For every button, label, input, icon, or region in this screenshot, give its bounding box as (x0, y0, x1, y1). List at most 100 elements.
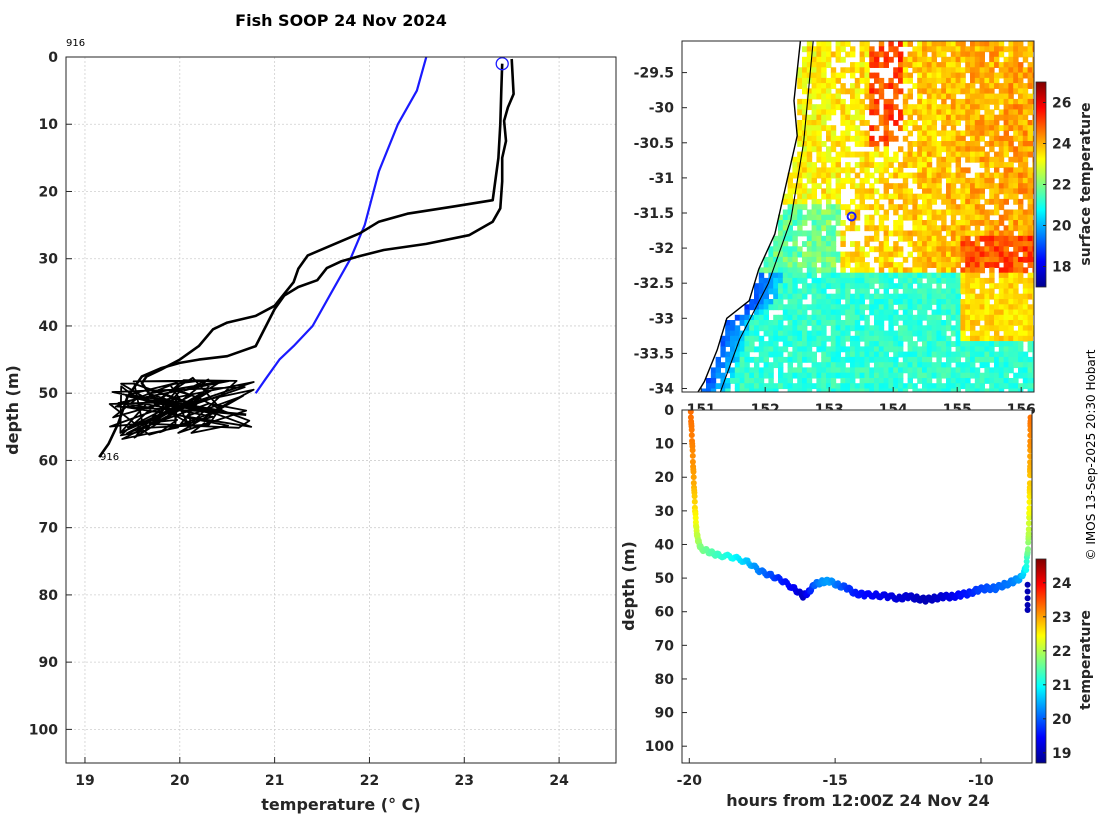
map-sst-cell (878, 304, 885, 311)
section-point (690, 468, 697, 475)
map-sst-cell (835, 251, 841, 258)
map-sst-cell (893, 204, 899, 211)
section-colorbar-tick-label: 20 (1052, 712, 1072, 728)
map-sst-cell (840, 67, 846, 74)
map-sst-cell (778, 256, 784, 263)
map-sst-cell (811, 330, 817, 337)
map-sst-cell (1018, 320, 1024, 326)
map-sst-cell (782, 209, 789, 216)
profile-x-tick-label: 23 (455, 773, 474, 789)
map-sst-cell (835, 151, 841, 158)
map-sst-cell (912, 220, 918, 226)
map-sst-cell (917, 335, 923, 342)
map-sst-cell (758, 367, 765, 374)
map-sst-cell (1032, 225, 1034, 232)
map-sst-cell (1013, 241, 1019, 247)
map-sst-cell (806, 125, 813, 132)
map-sst-cell (1003, 46, 1009, 53)
map-sst-cell (1022, 378, 1029, 384)
map-sst-cell (941, 130, 947, 137)
map-sst-cell (922, 62, 928, 68)
map-sst-cell (835, 41, 841, 47)
map-sst-cell (1027, 41, 1033, 47)
map-sst-cell (955, 241, 961, 247)
map-sst-cell (1008, 383, 1014, 390)
map-colorbar-tick-label: 22 (1052, 178, 1071, 194)
map-sst-cell (893, 267, 899, 274)
map-sst-cell (912, 293, 918, 300)
map-sst-cell (854, 304, 861, 311)
map-sst-cell (946, 362, 952, 369)
map-sst-cell (984, 46, 990, 53)
map-sst-cell (821, 325, 827, 332)
map-sst-cell (979, 356, 985, 363)
map-sst-cell (950, 188, 957, 195)
map-sst-cell (965, 46, 971, 53)
map-sst-cell (1008, 314, 1014, 321)
map-sst-cell (1032, 378, 1034, 384)
map-sst-cell (792, 351, 798, 358)
map-sst-cell (931, 230, 937, 237)
map-sst-cell (1032, 309, 1034, 316)
map-sst-cell (912, 230, 918, 237)
map-sst-cell (806, 335, 813, 342)
map-sst-cell (840, 388, 846, 392)
map-sst-cell (965, 62, 971, 68)
map-sst-cell (989, 56, 995, 63)
map-sst-cell (802, 172, 808, 179)
map-sst-cell (859, 135, 865, 142)
map-sst-cell (850, 378, 856, 384)
map-sst-cell (946, 246, 952, 253)
map-sst-cell (758, 335, 765, 342)
map-sst-cell (826, 314, 832, 321)
map-sst-cell (874, 62, 880, 68)
map-sst-cell (883, 288, 889, 295)
map-sst-cell (763, 288, 769, 295)
map-sst-cell (787, 251, 793, 258)
map-sst-cell (749, 388, 755, 392)
map-sst-cell (840, 251, 846, 258)
map-sst-cell (979, 383, 985, 390)
map-sst-cell (926, 320, 933, 326)
map-sst-cell (845, 299, 851, 305)
map-sst-cell (912, 198, 918, 205)
map-sst-cell (922, 204, 928, 211)
map-sst-cell (816, 320, 822, 326)
map-sst-cell (960, 378, 966, 384)
map-sst-cell (1022, 214, 1029, 221)
map-sst-cell (989, 77, 995, 84)
map-sst-cell (739, 388, 745, 392)
map-sst-cell (1008, 346, 1014, 353)
map-sst-cell (917, 177, 923, 184)
map-sst-cell (922, 141, 928, 147)
map-sst-cell (888, 156, 894, 163)
map-sst-cell (883, 209, 889, 216)
map-sst-cell (806, 209, 813, 216)
map-sst-cell (931, 41, 937, 47)
map-sst-cell (1027, 130, 1033, 137)
map-sst-cell (778, 383, 784, 390)
map-sst-cell (979, 251, 985, 258)
map-sst-cell (950, 293, 957, 300)
map-sst-cell (950, 204, 957, 211)
map-sst-cell (806, 378, 813, 384)
map-sst-cell (802, 151, 808, 158)
map-sst-cell (979, 46, 985, 53)
map-sst-cell (946, 262, 952, 268)
map-sst-cell (816, 167, 822, 174)
map-sst-cell (955, 283, 961, 290)
map-sst-cell (826, 378, 832, 384)
map-sst-cell (1008, 93, 1014, 100)
map-sst-cell (878, 151, 885, 158)
map-sst-cell (797, 351, 803, 358)
map-sst-cell (979, 93, 985, 100)
map-sst-cell (902, 104, 909, 111)
map-sst-cell (797, 367, 803, 374)
map-sst-cell (1032, 283, 1034, 290)
map-sst-cell (840, 130, 846, 137)
map-sst-cell (840, 151, 846, 158)
map-sst-cell (931, 77, 937, 84)
map-sst-cell (787, 372, 793, 379)
map-sst-cell (720, 378, 726, 384)
map-sst-cell (931, 141, 937, 147)
